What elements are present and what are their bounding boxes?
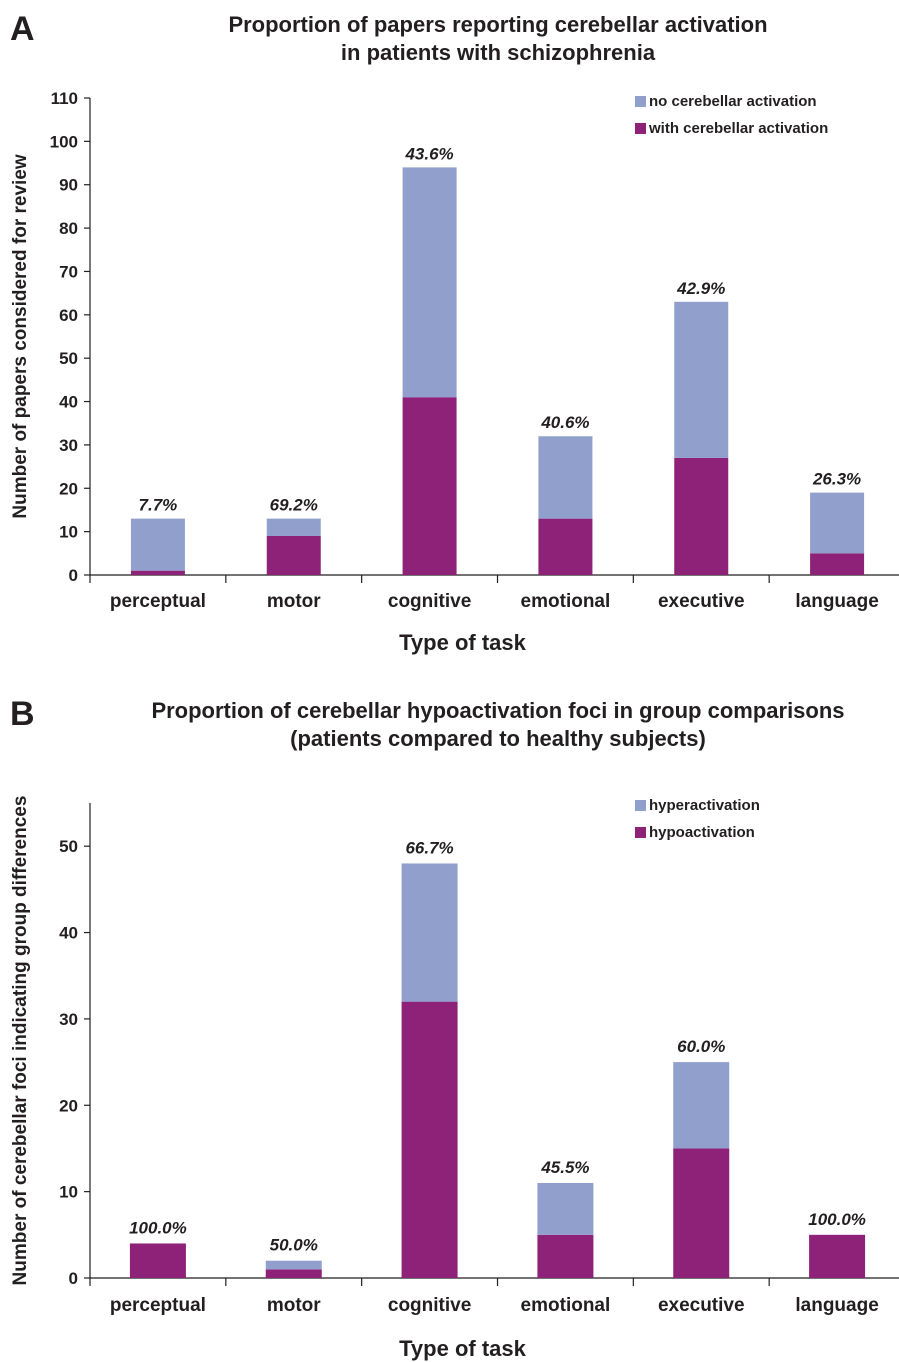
percentage-label: 40.6% — [540, 413, 589, 432]
bar-segment-with-cerebellar-activation — [674, 457, 729, 575]
legend-swatch — [635, 96, 646, 107]
x-category-label: perceptual — [110, 591, 206, 612]
percentage-label: 100.0% — [808, 1210, 866, 1229]
bar-segment-with-cerebellar-activation — [130, 570, 185, 575]
x-category-label: motor — [267, 591, 321, 612]
y-tick-label: 0 — [69, 1269, 78, 1288]
y-tick-label: 40 — [59, 924, 78, 943]
bar-segment-hyperactivation — [537, 1183, 594, 1235]
x-category-label: emotional — [521, 591, 611, 612]
y-tick-label: 80 — [59, 219, 78, 238]
x-category-label: executive — [658, 1295, 745, 1316]
x-axis-title: Type of task — [399, 630, 527, 655]
bar-segment-no-cerebellar-activation — [266, 518, 321, 536]
x-category-label: motor — [267, 1295, 321, 1316]
y-tick-label: 10 — [59, 523, 78, 542]
bar-segment-no-cerebellar-activation — [674, 301, 729, 458]
bar-segment-hypoactivation — [129, 1243, 186, 1278]
chart-title-line: (patients compared to healthy subjects) — [290, 726, 706, 751]
x-category-label: perceptual — [110, 1295, 206, 1316]
legend-label: hypoactivation — [649, 824, 755, 841]
panel-b-chart: B Proportion of cerebellar hypoactivation… — [10, 695, 899, 1361]
y-tick-label: 30 — [59, 436, 78, 455]
x-category-label: language — [795, 591, 878, 612]
chart-title-line: Proportion of papers reporting cerebella… — [228, 12, 767, 37]
y-axis-title: Number of papers considered for review — [10, 154, 31, 518]
bar-segment-no-cerebellar-activation — [810, 492, 865, 554]
y-tick-label: 100 — [50, 132, 78, 151]
legend-label: hyperactivation — [649, 797, 760, 814]
percentage-label: 66.7% — [405, 838, 453, 857]
legend-label: no cerebellar activation — [649, 93, 817, 110]
bar-segment-hypoactivation — [673, 1148, 730, 1278]
percentage-label: 7.7% — [139, 496, 178, 515]
y-tick-label: 110 — [51, 89, 78, 108]
panel-a-chart: A Proportion of papers reporting cerebell… — [10, 10, 899, 655]
y-tick-label: 50 — [59, 349, 78, 368]
bar-segment-with-cerebellar-activation — [402, 397, 457, 575]
bar-segment-with-cerebellar-activation — [266, 535, 321, 575]
y-tick-label: 70 — [59, 262, 78, 281]
bar-segment-hypoactivation — [537, 1234, 594, 1278]
y-tick-label: 60 — [59, 306, 78, 325]
y-tick-label: 10 — [59, 1183, 78, 1202]
bar-segment-no-cerebellar-activation — [130, 518, 185, 571]
percentage-label: 50.0% — [270, 1236, 318, 1255]
y-tick-label: 50 — [59, 837, 78, 856]
panel-label: A — [10, 10, 35, 48]
bar-segment-hypoactivation — [265, 1269, 322, 1278]
x-category-label: cognitive — [388, 591, 471, 612]
y-tick-label: 0 — [69, 566, 78, 585]
y-tick-label: 20 — [59, 1096, 78, 1115]
legend-swatch — [635, 800, 646, 811]
bar-segment-hyperactivation — [673, 1062, 730, 1149]
chart-title-line: in patients with schizophrenia — [341, 40, 656, 65]
y-tick-label: 30 — [59, 1010, 78, 1029]
x-category-label: executive — [658, 591, 745, 612]
percentage-label: 100.0% — [129, 1218, 187, 1237]
chart-title-line: Proportion of cerebellar hypoactivation … — [151, 698, 844, 723]
panel-label: B — [10, 695, 35, 733]
bar-segment-hypoactivation — [401, 1001, 458, 1278]
x-category-label: cognitive — [388, 1295, 471, 1316]
bar-segment-with-cerebellar-activation — [810, 553, 865, 575]
bar-segment-hypoactivation — [809, 1234, 866, 1278]
bar-segment-no-cerebellar-activation — [538, 436, 593, 519]
y-axis-title: Number of cerebellar foci indicating gro… — [10, 796, 31, 1286]
legend-label: with cerebellar activation — [648, 120, 828, 137]
percentage-label: 45.5% — [540, 1158, 589, 1177]
x-axis-title: Type of task — [399, 1336, 527, 1361]
legend-swatch — [635, 123, 646, 134]
legend-swatch — [635, 827, 646, 838]
bar-segment-with-cerebellar-activation — [538, 518, 593, 575]
percentage-label: 69.2% — [270, 496, 318, 515]
bar-segment-no-cerebellar-activation — [402, 167, 457, 398]
y-tick-label: 40 — [59, 393, 78, 412]
percentage-label: 60.0% — [677, 1037, 725, 1056]
y-tick-label: 90 — [59, 176, 78, 195]
x-category-label: language — [795, 1295, 878, 1316]
bar-segment-hyperactivation — [401, 863, 458, 1002]
x-category-label: emotional — [521, 1295, 611, 1316]
y-tick-label: 20 — [59, 479, 78, 498]
percentage-label: 43.6% — [404, 144, 453, 163]
percentage-label: 26.3% — [812, 470, 861, 489]
bar-segment-hyperactivation — [265, 1260, 322, 1270]
percentage-label: 42.9% — [676, 279, 725, 298]
